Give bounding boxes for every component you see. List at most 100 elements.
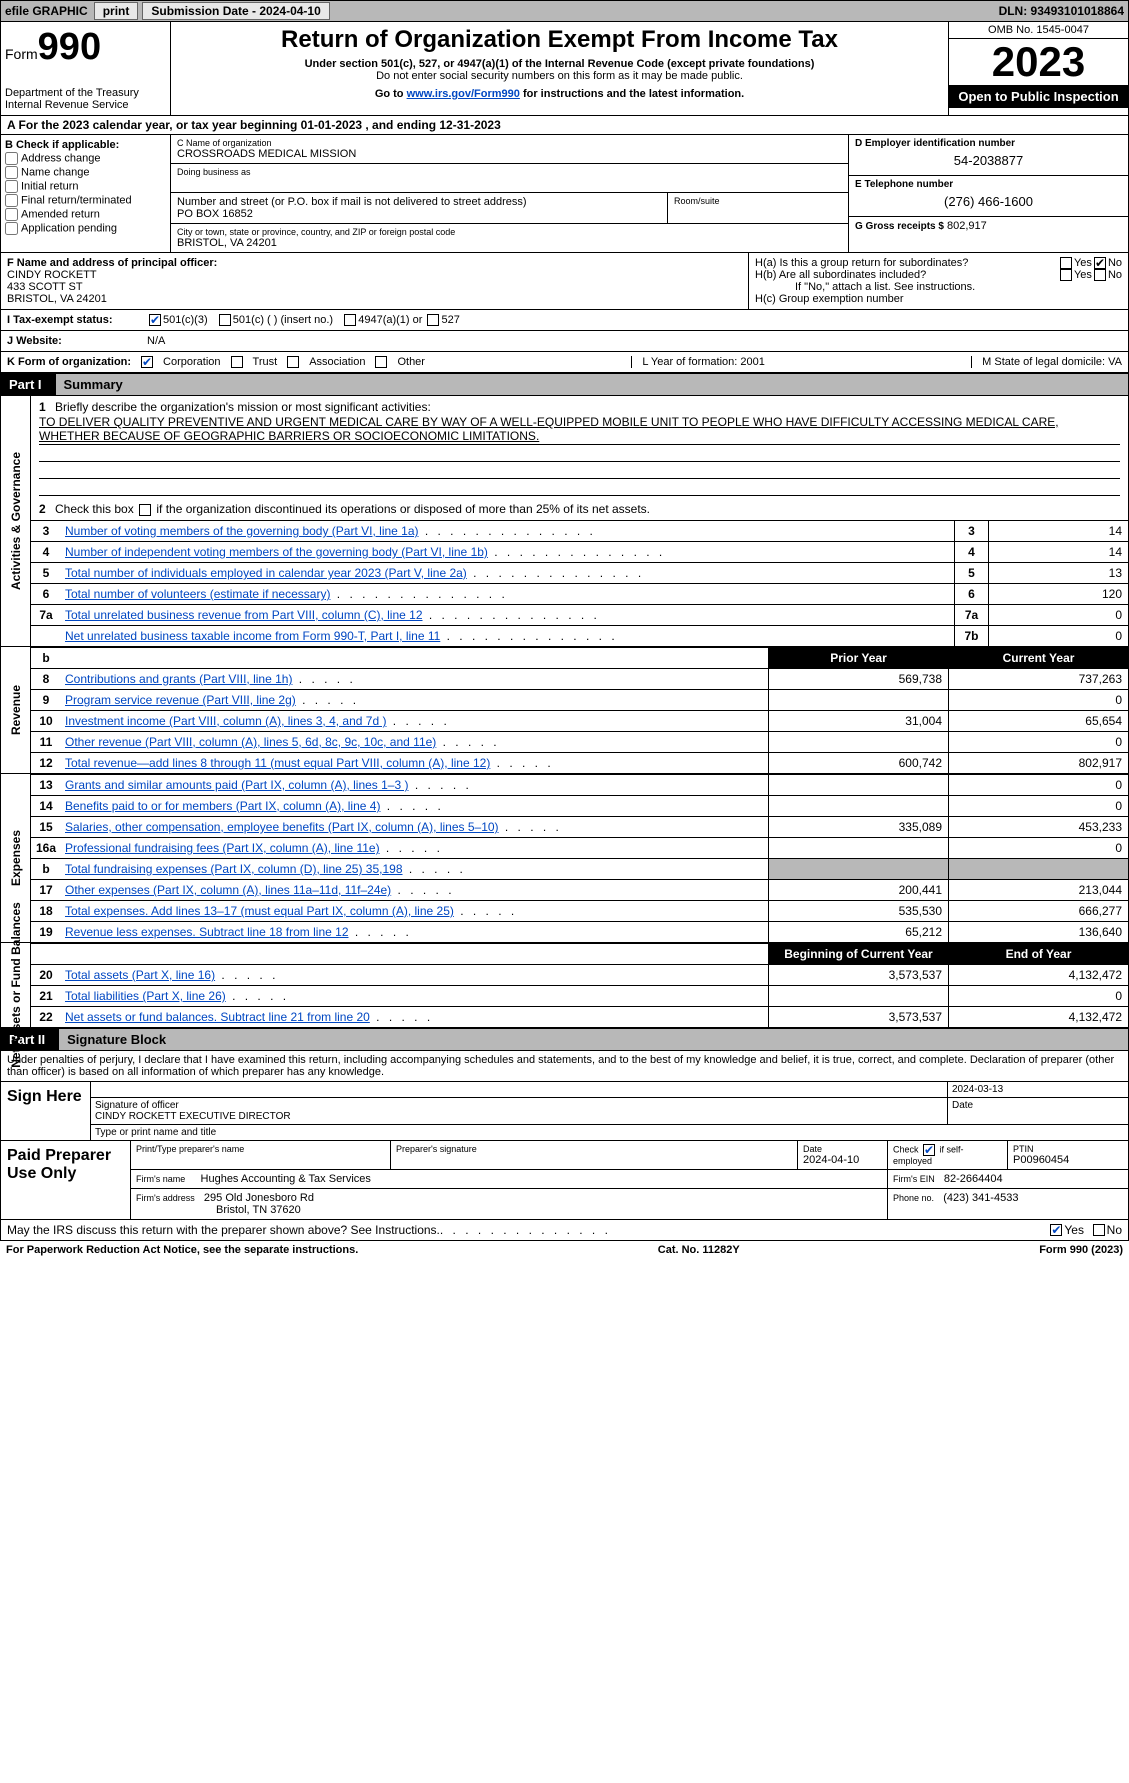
subtitle-1: Under section 501(c), 527, or 4947(a)(1)… [179, 58, 940, 70]
officer-addr2: BRISTOL, VA 24201 [7, 293, 742, 305]
status-label: I Tax-exempt status: [7, 314, 147, 326]
sig-date: 2024-03-13 [952, 1084, 1124, 1095]
summary-line: 5Total number of individuals employed in… [31, 562, 1128, 583]
officer-row: F Name and address of principal officer:… [0, 253, 1129, 310]
summary-line: 8Contributions and grants (Part VIII, li… [31, 668, 1128, 689]
ptin-label: PTIN [1013, 1144, 1123, 1154]
phone-value: (276) 466-1600 [855, 190, 1122, 213]
phone-label: E Telephone number [855, 179, 1122, 190]
discuss-yes-checkbox[interactable] [1050, 1224, 1062, 1236]
form-title: Return of Organization Exempt From Incom… [179, 26, 940, 54]
sign-here-block: Sign Here 2024-03-13 Signature of office… [0, 1082, 1129, 1141]
cb-name-change[interactable]: Name change [5, 166, 166, 179]
prep-date: 2024-04-10 [803, 1154, 882, 1166]
ha-yes-checkbox[interactable] [1060, 257, 1072, 269]
firm-name: Hughes Accounting & Tax Services [201, 1173, 371, 1185]
hb-yes-checkbox[interactable] [1060, 269, 1072, 281]
city-label: City or town, state or province, country… [177, 227, 842, 237]
firm-addr1: 295 Old Jonesboro Rd [204, 1192, 314, 1204]
cb-corporation[interactable] [141, 356, 153, 368]
part1-number: Part I [9, 377, 56, 392]
cb-other[interactable] [375, 356, 387, 368]
summary-line: 15Salaries, other compensation, employee… [31, 816, 1128, 837]
paperwork-notice: For Paperwork Reduction Act Notice, see … [6, 1244, 358, 1256]
year-formation: L Year of formation: 2001 [631, 356, 765, 368]
form-id-block: Form990 Department of the Treasury Inter… [1, 22, 171, 115]
paid-preparer-block: Paid Preparer Use Only Print/Type prepar… [0, 1141, 1129, 1220]
ha-no-checkbox[interactable] [1094, 257, 1106, 269]
cb-initial-return[interactable]: Initial return [5, 180, 166, 193]
street-value: PO BOX 16852 [177, 208, 661, 220]
summary-line: 13Grants and similar amounts paid (Part … [31, 774, 1128, 795]
website-row: J Website: N/A [0, 331, 1129, 352]
print-button[interactable]: print [94, 2, 139, 20]
website-value: N/A [147, 335, 165, 347]
org-name: CROSSROADS MEDICAL MISSION [177, 148, 842, 160]
efile-label: efile GRAPHIC [5, 4, 88, 18]
irs-label: Internal Revenue Service [5, 99, 166, 111]
part2-header: Part II Signature Block [0, 1028, 1129, 1051]
form-number: 990 [38, 26, 101, 68]
cb-address-change[interactable]: Address change [5, 152, 166, 165]
cb-4947[interactable] [344, 314, 356, 326]
summary-line: 9Program service revenue (Part VIII, lin… [31, 689, 1128, 710]
state-domicile: M State of legal domicile: VA [971, 356, 1122, 368]
entity-info-grid: B Check if applicable: Address change Na… [0, 135, 1129, 253]
governance-tab: Activities & Governance [1, 396, 31, 646]
summary-line: 6Total number of volunteers (estimate if… [31, 583, 1128, 604]
dept-label: Department of the Treasury [5, 87, 166, 99]
open-inspection: Open to Public Inspection [949, 85, 1128, 108]
cb-527[interactable] [427, 314, 439, 326]
cb-self-employed[interactable] [923, 1144, 935, 1156]
cb-trust[interactable] [231, 356, 243, 368]
tax-status-row: I Tax-exempt status: 501(c)(3) 501(c) ( … [0, 310, 1129, 331]
part1-title: Summary [56, 374, 1128, 395]
cb-amended-return[interactable]: Amended return [5, 208, 166, 221]
hb-note: If "No," attach a list. See instructions… [755, 281, 1122, 293]
firm-addr-label: Firm's address [136, 1193, 195, 1203]
page-footer: For Paperwork Reduction Act Notice, see … [0, 1241, 1129, 1259]
mission-text: TO DELIVER QUALITY PREVENTIVE AND URGENT… [39, 414, 1120, 445]
summary-line: 11Other revenue (Part VIII, column (A), … [31, 731, 1128, 752]
netassets-tab: Net Assets or Fund Balances [1, 943, 31, 1027]
prior-year-header: Prior Year [768, 648, 948, 668]
summary-line: 22Net assets or fund balances. Subtract … [31, 1006, 1128, 1027]
revenue-tab: Revenue [1, 647, 31, 773]
firm-phone: (423) 341-4533 [943, 1192, 1018, 1204]
summary-line: 16aProfessional fundraising fees (Part I… [31, 837, 1128, 858]
discuss-no-checkbox[interactable] [1093, 1224, 1105, 1236]
line2-text: Check this box if the organization disco… [55, 502, 650, 516]
city-value: BRISTOL, VA 24201 [177, 237, 842, 249]
box-b-header: B Check if applicable: [5, 139, 166, 151]
discuss-row: May the IRS discuss this return with the… [0, 1220, 1129, 1241]
cb-501c[interactable] [219, 314, 231, 326]
mission-question: Briefly describe the organization's miss… [55, 400, 431, 414]
ptin-value: P00960454 [1013, 1154, 1123, 1166]
ein-value: 54-2038877 [855, 149, 1122, 172]
cb-501c3[interactable] [149, 314, 161, 326]
form-org-row: K Form of organization: Corporation Trus… [0, 352, 1129, 373]
cb-final-return[interactable]: Final return/terminated [5, 194, 166, 207]
sign-here-label: Sign Here [1, 1082, 91, 1140]
form-footer: Form 990 (2023) [1039, 1244, 1123, 1256]
subtitle-2: Do not enter social security numbers on … [179, 70, 940, 82]
prep-name-label: Print/Type preparer's name [136, 1144, 385, 1154]
ha-label: H(a) Is this a group return for subordin… [755, 257, 1058, 269]
expenses-section: Expenses 13Grants and similar amounts pa… [0, 774, 1129, 943]
irs-link[interactable]: www.irs.gov/Form990 [407, 88, 520, 100]
cb-discontinued[interactable] [139, 504, 151, 516]
prep-sig-label: Preparer's signature [396, 1144, 792, 1154]
hb-no-checkbox[interactable] [1094, 269, 1106, 281]
summary-line: bTotal fundraising expenses (Part IX, co… [31, 858, 1128, 879]
cb-application-pending[interactable]: Application pending [5, 222, 166, 235]
summary-line: 17Other expenses (Part IX, column (A), l… [31, 879, 1128, 900]
period-row: A For the 2023 calendar year, or tax yea… [0, 116, 1129, 135]
org-name-label: C Name of organization [177, 138, 842, 148]
submission-date-button[interactable]: Submission Date - 2024-04-10 [142, 2, 329, 20]
discuss-question: May the IRS discuss this return with the… [7, 1223, 440, 1237]
officer-name: CINDY ROCKETT [7, 269, 742, 281]
cb-association[interactable] [287, 356, 299, 368]
hb-label: H(b) Are all subordinates included? [755, 269, 1058, 281]
firm-addr2: Bristol, TN 37620 [136, 1204, 882, 1216]
street-label: Number and street (or P.O. box if mail i… [177, 196, 661, 208]
